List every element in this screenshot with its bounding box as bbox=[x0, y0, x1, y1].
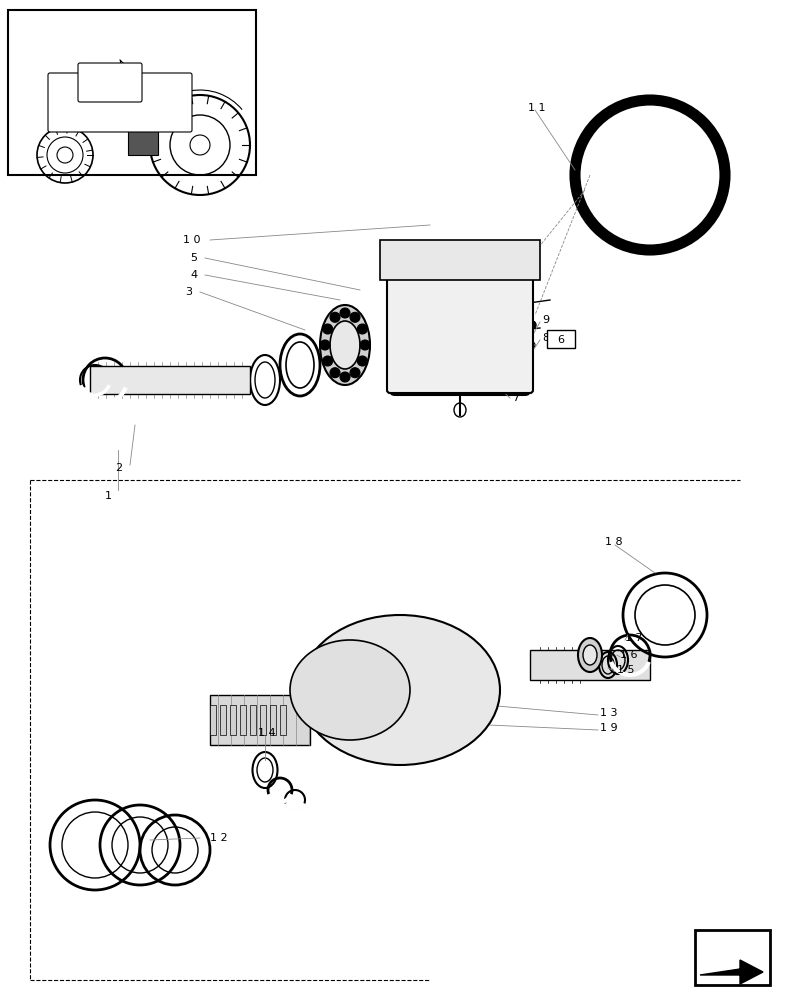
Bar bbox=[270, 705, 276, 735]
Bar bbox=[240, 705, 246, 735]
Ellipse shape bbox=[583, 645, 597, 665]
Ellipse shape bbox=[578, 638, 602, 672]
Circle shape bbox=[395, 283, 405, 293]
Circle shape bbox=[528, 321, 536, 329]
Bar bbox=[210, 705, 216, 735]
Bar bbox=[530, 650, 650, 680]
Circle shape bbox=[398, 658, 422, 682]
Circle shape bbox=[357, 324, 367, 334]
FancyBboxPatch shape bbox=[547, 330, 575, 348]
Circle shape bbox=[360, 340, 370, 350]
Circle shape bbox=[322, 324, 333, 334]
Bar bbox=[128, 125, 158, 155]
Circle shape bbox=[330, 368, 340, 378]
Ellipse shape bbox=[330, 321, 360, 369]
Ellipse shape bbox=[428, 302, 492, 367]
Bar bbox=[8, 10, 256, 175]
Text: 6: 6 bbox=[557, 335, 564, 345]
Text: 1 6: 1 6 bbox=[620, 650, 637, 660]
Circle shape bbox=[350, 312, 360, 322]
Polygon shape bbox=[700, 960, 763, 984]
Bar bbox=[260, 705, 266, 735]
Ellipse shape bbox=[300, 615, 500, 765]
Text: 1 3: 1 3 bbox=[600, 708, 618, 718]
Text: 1 5: 1 5 bbox=[617, 665, 634, 675]
Text: 7: 7 bbox=[512, 393, 519, 403]
Circle shape bbox=[320, 340, 330, 350]
Circle shape bbox=[515, 283, 525, 293]
Circle shape bbox=[357, 356, 367, 366]
Text: 1 9: 1 9 bbox=[600, 723, 618, 733]
Circle shape bbox=[322, 356, 333, 366]
Circle shape bbox=[515, 313, 525, 323]
Bar bbox=[230, 705, 236, 735]
Bar bbox=[380, 240, 540, 280]
Text: 3: 3 bbox=[185, 287, 192, 297]
Bar bbox=[695, 930, 770, 985]
Bar bbox=[250, 705, 256, 735]
Text: 9: 9 bbox=[542, 315, 549, 325]
Text: 1 7: 1 7 bbox=[625, 633, 643, 643]
Text: 4: 4 bbox=[190, 270, 197, 280]
Text: 1 8: 1 8 bbox=[605, 537, 623, 547]
Circle shape bbox=[530, 344, 533, 347]
Text: 1 4: 1 4 bbox=[258, 728, 276, 738]
Circle shape bbox=[350, 368, 360, 378]
FancyBboxPatch shape bbox=[48, 73, 192, 132]
FancyBboxPatch shape bbox=[390, 285, 530, 395]
Circle shape bbox=[395, 313, 405, 323]
Circle shape bbox=[340, 372, 350, 382]
Bar bbox=[90, 366, 250, 394]
Bar bbox=[280, 705, 286, 735]
Text: 2: 2 bbox=[115, 463, 122, 473]
FancyBboxPatch shape bbox=[78, 63, 142, 102]
Circle shape bbox=[340, 308, 350, 318]
Text: 1 1: 1 1 bbox=[528, 103, 545, 113]
Circle shape bbox=[330, 312, 340, 322]
Text: 8: 8 bbox=[542, 333, 549, 343]
Text: 1 0: 1 0 bbox=[183, 235, 200, 245]
Ellipse shape bbox=[320, 305, 370, 385]
Bar bbox=[220, 705, 226, 735]
Bar bbox=[210, 695, 310, 745]
Ellipse shape bbox=[290, 640, 410, 740]
Text: 5: 5 bbox=[190, 253, 197, 263]
Text: 1 2: 1 2 bbox=[210, 833, 228, 843]
FancyBboxPatch shape bbox=[387, 272, 533, 393]
Text: 1: 1 bbox=[105, 491, 112, 501]
